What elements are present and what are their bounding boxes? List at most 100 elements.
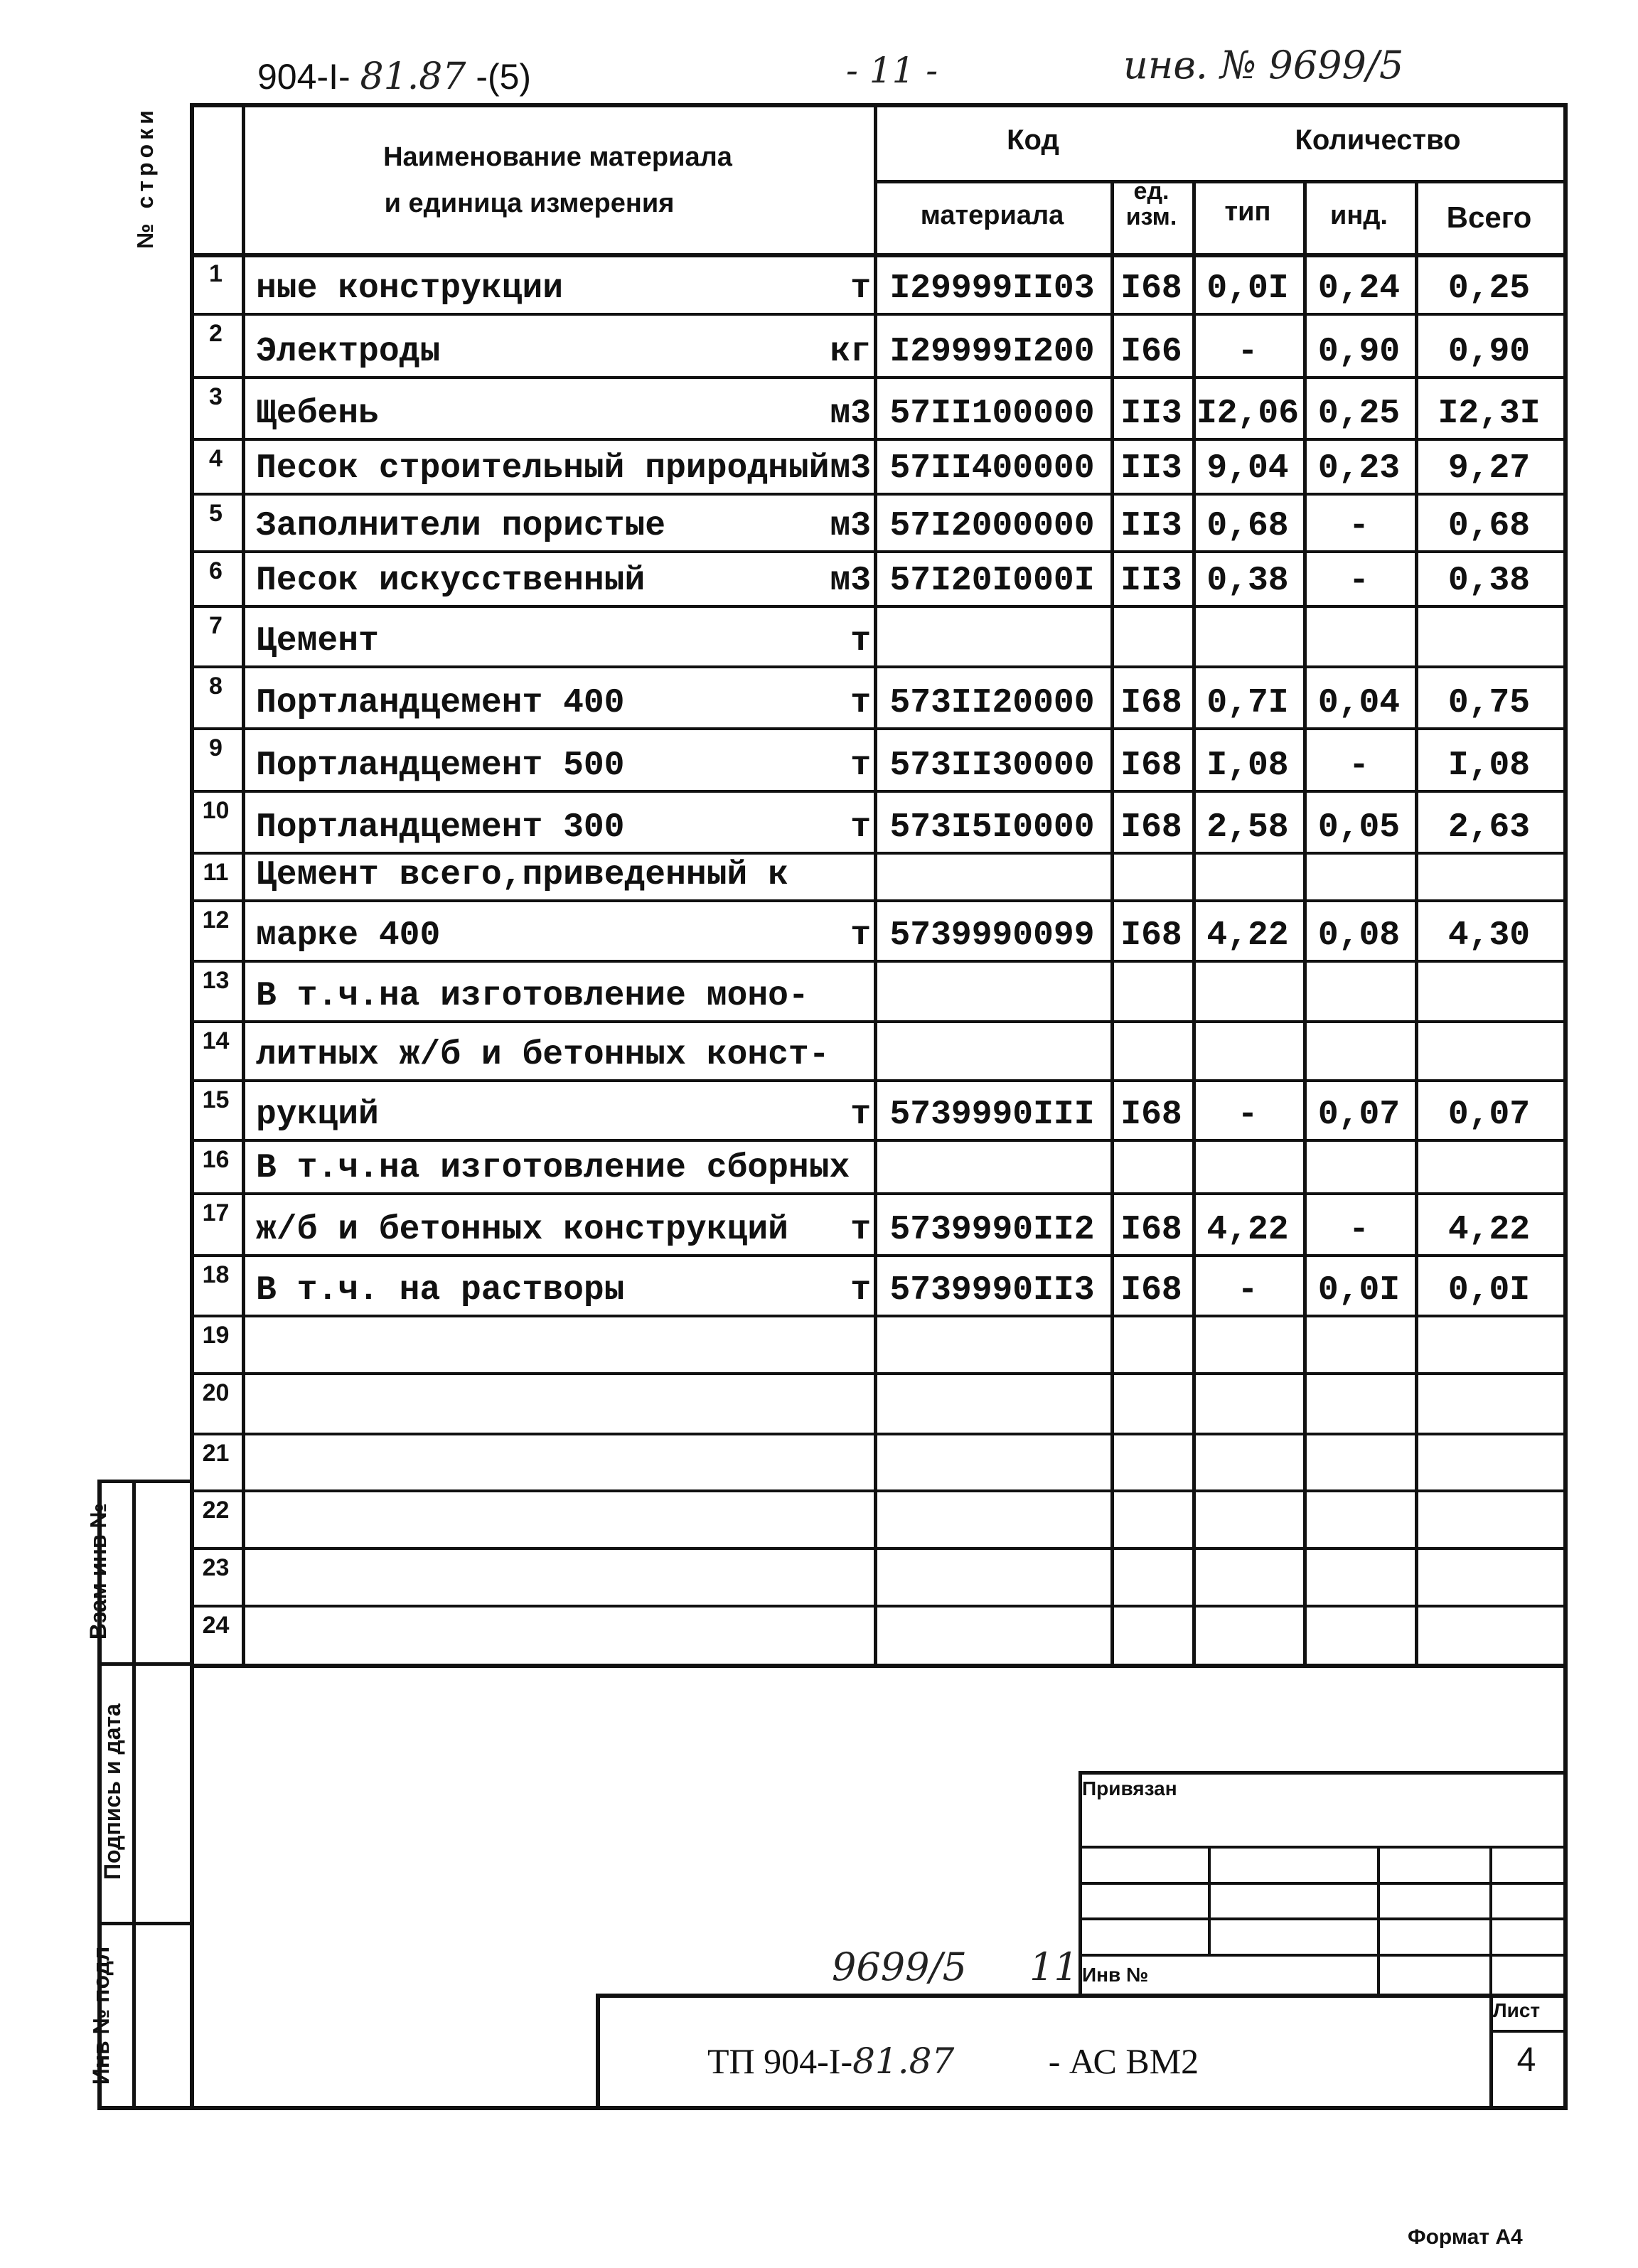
quantity-tip: -	[1237, 333, 1258, 371]
quantity-tip	[1192, 1315, 1303, 1372]
unit: м3	[830, 562, 871, 600]
row-number: 18	[202, 1261, 230, 1288]
quantity-tip: 0,7I	[1206, 684, 1289, 722]
material-code	[874, 1020, 1110, 1079]
frame-left-border	[190, 1664, 194, 2109]
row-divider	[190, 852, 1565, 855]
row-number: 3	[209, 383, 223, 410]
quantity-total: 4,22	[1447, 1211, 1531, 1249]
frame-right-border	[1563, 1664, 1568, 2109]
bound-label: Привязан	[1082, 1777, 1177, 1799]
header-name: Наименование материала и единица измерен…	[242, 142, 874, 219]
material-code	[874, 1433, 1110, 1489]
material-code: 57II400000	[889, 449, 1095, 488]
column-divider	[1563, 103, 1568, 1664]
unit: т	[850, 808, 871, 847]
quantity-tip: 0,68	[1206, 507, 1289, 545]
unit-code	[1110, 1433, 1192, 1489]
quantity-ind: 0,90	[1317, 333, 1401, 371]
row-divider	[190, 1433, 1565, 1435]
material-name: В т.ч.на изготовление моно-	[256, 977, 809, 1015]
quantity-total: 0,90	[1447, 333, 1531, 371]
document-code: 904-I- 81.87 -(5)	[257, 55, 531, 98]
row-divider	[190, 1192, 1565, 1195]
row-divider	[190, 1664, 1565, 1668]
row-number: 24	[202, 1612, 230, 1639]
material-code	[874, 1372, 1110, 1433]
material-code	[874, 852, 1110, 899]
title-block-left	[596, 1994, 600, 2107]
unit-code: II3	[1120, 449, 1182, 488]
row-divider	[190, 376, 1565, 379]
unit-code	[1110, 1020, 1192, 1079]
quantity-ind: -	[1349, 507, 1369, 545]
row-divider	[190, 899, 1565, 902]
row-number: 16	[202, 1146, 230, 1173]
stamp-row-line	[1078, 1917, 1568, 1920]
row-number: 20	[202, 1379, 230, 1406]
quantity-total	[1415, 1489, 1563, 1547]
quantity-total	[1415, 605, 1563, 665]
row-number: 17	[202, 1199, 230, 1226]
material-code: 573I5I0000	[889, 808, 1095, 847]
side-strip-split	[97, 1922, 190, 1925]
quantity-ind	[1303, 852, 1415, 899]
quantity-ind	[1303, 1605, 1415, 1664]
quantity-total: 0,07	[1447, 1096, 1531, 1134]
frame-bottom-border	[97, 2106, 1568, 2110]
header-ind: инд.	[1330, 200, 1388, 230]
header-material: материала	[920, 200, 1064, 230]
unit-code	[1110, 1547, 1192, 1605]
row-number: 5	[209, 500, 223, 527]
row-divider	[190, 550, 1565, 553]
row-number: 23	[202, 1554, 230, 1581]
header-row-number: № строки	[132, 106, 158, 249]
material-code: 57I20I000I	[889, 562, 1095, 600]
document-code-prefix: 904-I-	[257, 57, 350, 97]
material-name: Портландцемент 400	[256, 684, 625, 722]
material-name: Заполнители пористые	[256, 507, 666, 545]
row-divider	[190, 727, 1565, 730]
quantity-ind	[1303, 1489, 1415, 1547]
quantity-tip: 0,38	[1206, 562, 1289, 600]
unit: т	[850, 1211, 871, 1249]
unit: т	[850, 1271, 871, 1310]
unit	[810, 1433, 871, 1489]
row-divider	[190, 313, 1565, 316]
quantity-ind: -	[1349, 562, 1369, 600]
unit: т	[850, 1096, 871, 1134]
side-strip-top	[97, 1480, 190, 1483]
unit: т	[850, 684, 871, 722]
quantity-ind: 0,07	[1317, 1096, 1401, 1134]
unit-code	[1110, 960, 1192, 1020]
row-divider	[190, 1020, 1565, 1023]
row-divider	[190, 1139, 1565, 1142]
row-divider	[190, 665, 1565, 668]
quantity-total	[1415, 1139, 1563, 1192]
quantity-ind: -	[1349, 747, 1369, 785]
quantity-ind	[1303, 1547, 1415, 1605]
header-name-line2: и единица измерения	[384, 188, 675, 218]
quantity-ind	[1303, 960, 1415, 1020]
document-code-handwritten: 81.87	[360, 55, 466, 98]
quantity-total: I,08	[1447, 747, 1531, 785]
material-name: Портландцемент 500	[256, 747, 625, 785]
unit-code: II3	[1120, 507, 1182, 545]
quantity-tip: -	[1237, 1271, 1258, 1310]
unit	[810, 1139, 871, 1192]
designation-suffix: - АС ВМ2	[1048, 2041, 1199, 2081]
material-name	[256, 1372, 839, 1433]
material-name: Цемент всего,приведенный к	[256, 856, 788, 894]
row-divider	[190, 960, 1565, 963]
material-code	[874, 1489, 1110, 1547]
quantity-ind: -	[1349, 1211, 1369, 1249]
header-unit-line2: изм.	[1125, 203, 1177, 230]
unit-code: I68	[1120, 1096, 1182, 1134]
material-name: Песок строительный природный	[256, 449, 830, 488]
quantity-total: I2,3I	[1438, 395, 1541, 433]
quantity-tip	[1192, 1020, 1303, 1079]
quantity-tip: 4,22	[1206, 1211, 1289, 1249]
unit: м3	[830, 395, 871, 433]
unit: м3	[830, 449, 871, 488]
unit	[810, 960, 871, 1020]
